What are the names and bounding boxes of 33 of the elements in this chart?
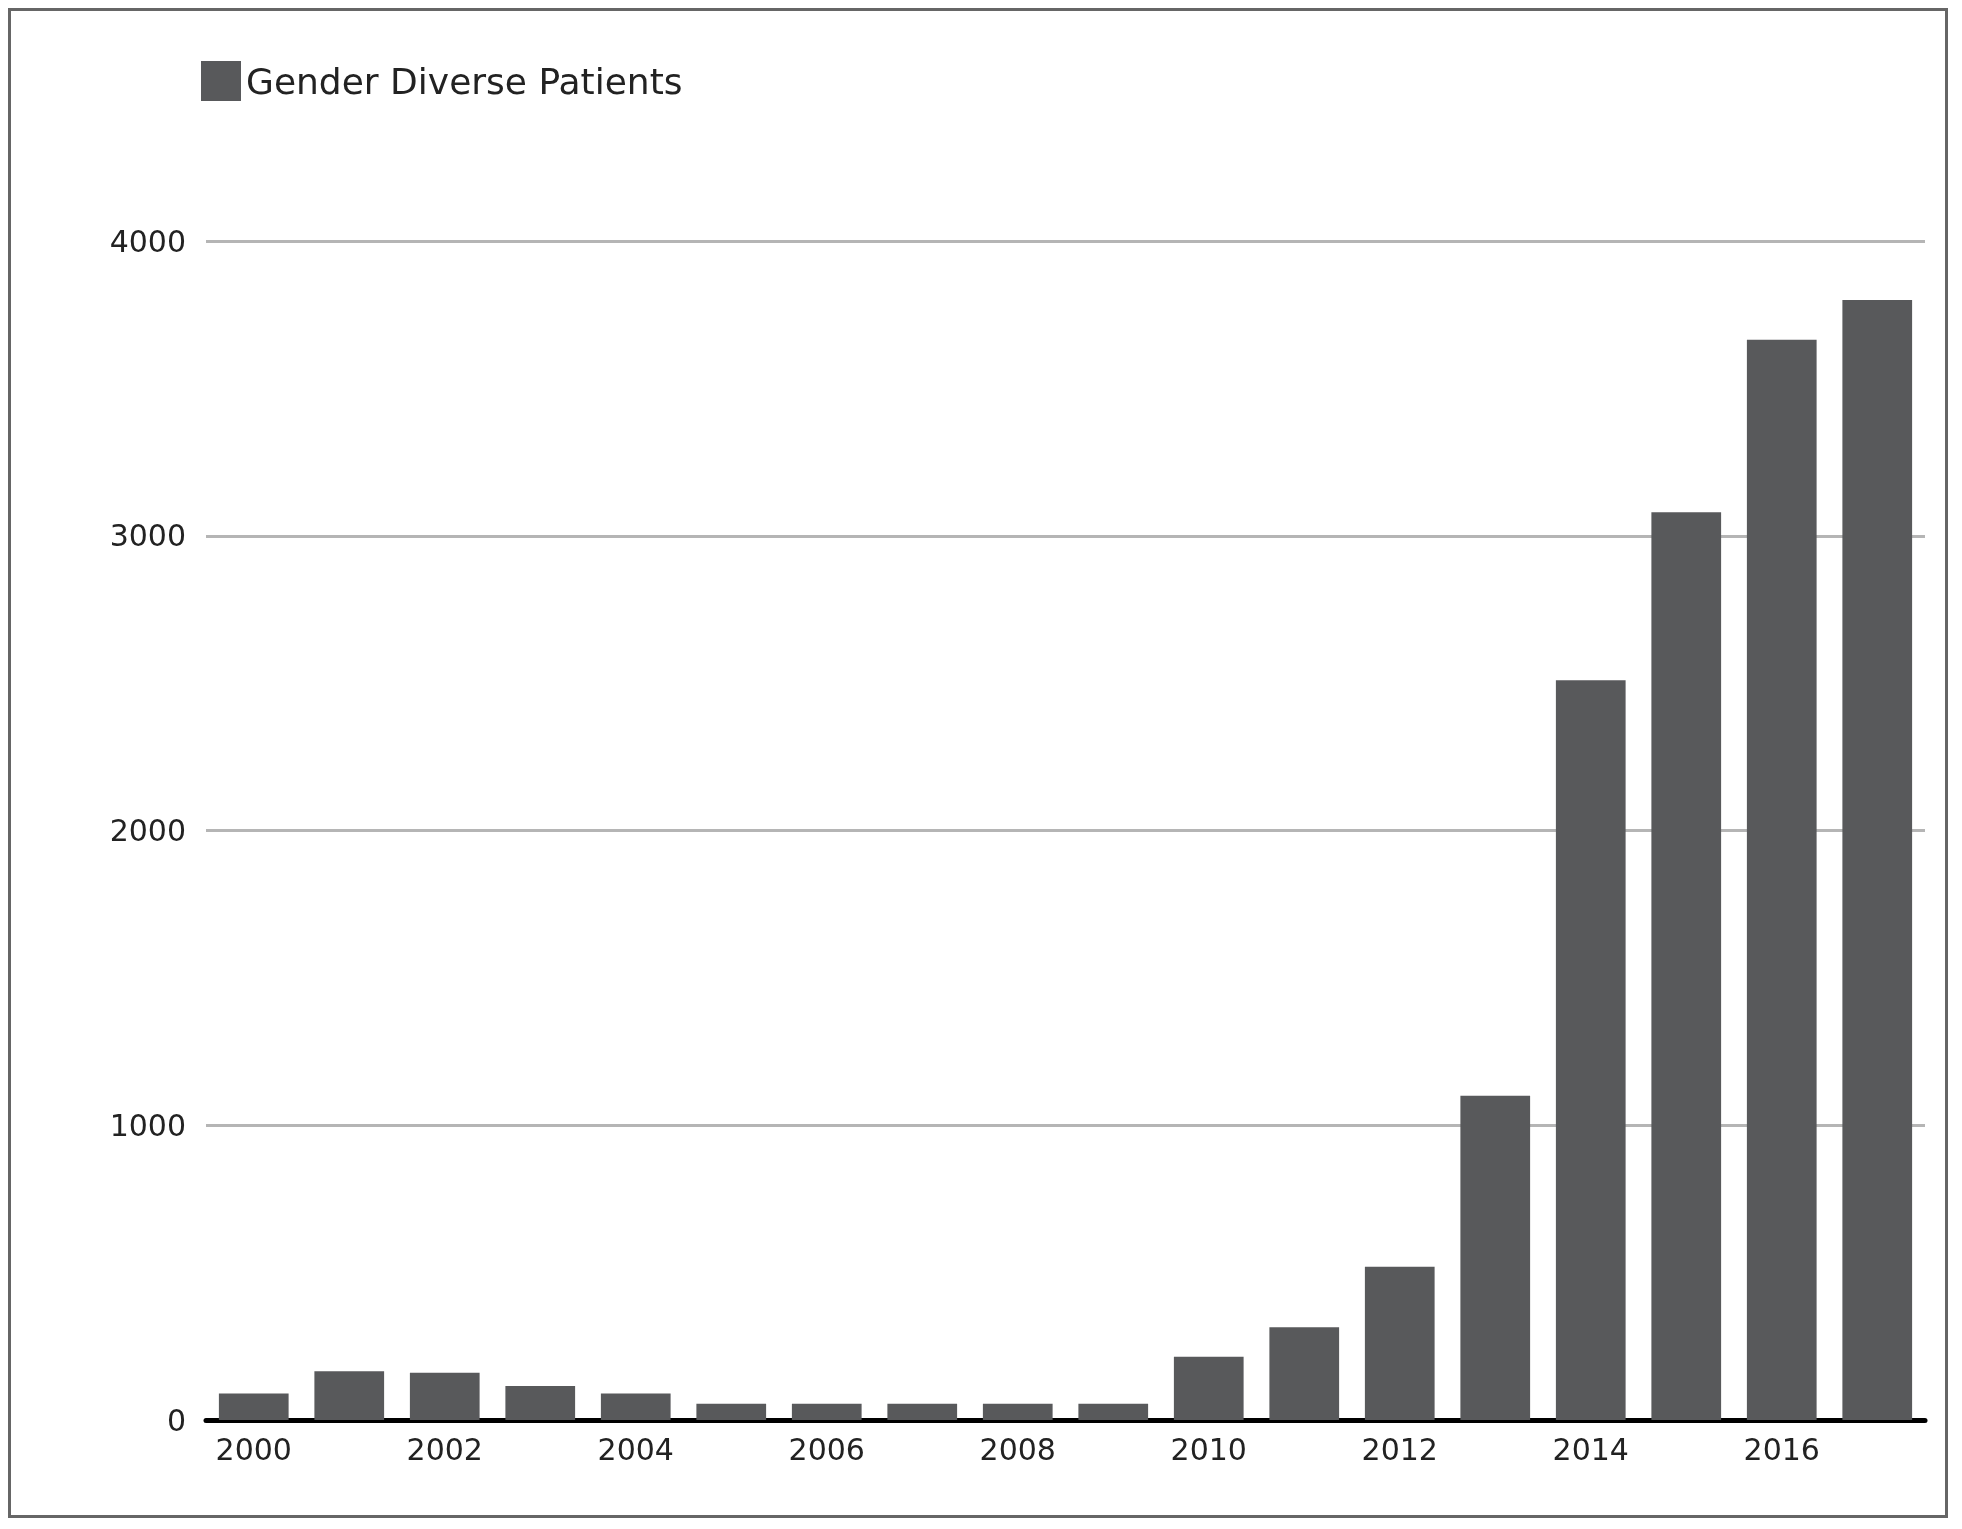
bar xyxy=(982,1403,1053,1420)
legend-label: Gender Diverse Patients xyxy=(246,60,683,102)
bar xyxy=(887,1403,958,1420)
bar xyxy=(1173,1356,1244,1420)
y-tick-label: 3000 xyxy=(109,518,186,554)
x-tick-label: 2012 xyxy=(1361,1431,1438,1467)
bar xyxy=(409,1372,480,1420)
x-tick-label: 2002 xyxy=(406,1431,483,1467)
bar xyxy=(218,1393,289,1420)
bar xyxy=(791,1403,862,1420)
bar xyxy=(1555,680,1626,1420)
x-tick-label: 2008 xyxy=(979,1431,1056,1467)
bar xyxy=(1364,1266,1435,1420)
x-tick-label: 2000 xyxy=(215,1431,292,1467)
y-tick-label: 0 xyxy=(166,1402,186,1438)
x-tick-label: 2004 xyxy=(597,1431,674,1467)
y-tick-label: 4000 xyxy=(109,223,186,259)
x-tick-label: 2014 xyxy=(1552,1431,1629,1467)
y-tick-label: 2000 xyxy=(109,813,186,848)
bar xyxy=(1269,1327,1340,1420)
bar xyxy=(1746,339,1817,1420)
bar xyxy=(1842,299,1913,1420)
x-tick-label: 2010 xyxy=(1170,1431,1247,1467)
x-tick-label: 2016 xyxy=(1743,1431,1820,1467)
bar xyxy=(314,1371,385,1420)
bar xyxy=(600,1393,671,1420)
y-tick-label: 1000 xyxy=(109,1107,186,1143)
bar xyxy=(1078,1403,1149,1420)
x-tick-label: 2006 xyxy=(788,1431,865,1467)
bar xyxy=(505,1386,576,1420)
bar xyxy=(1460,1095,1531,1420)
bar xyxy=(1651,512,1722,1420)
bar xyxy=(696,1403,767,1420)
